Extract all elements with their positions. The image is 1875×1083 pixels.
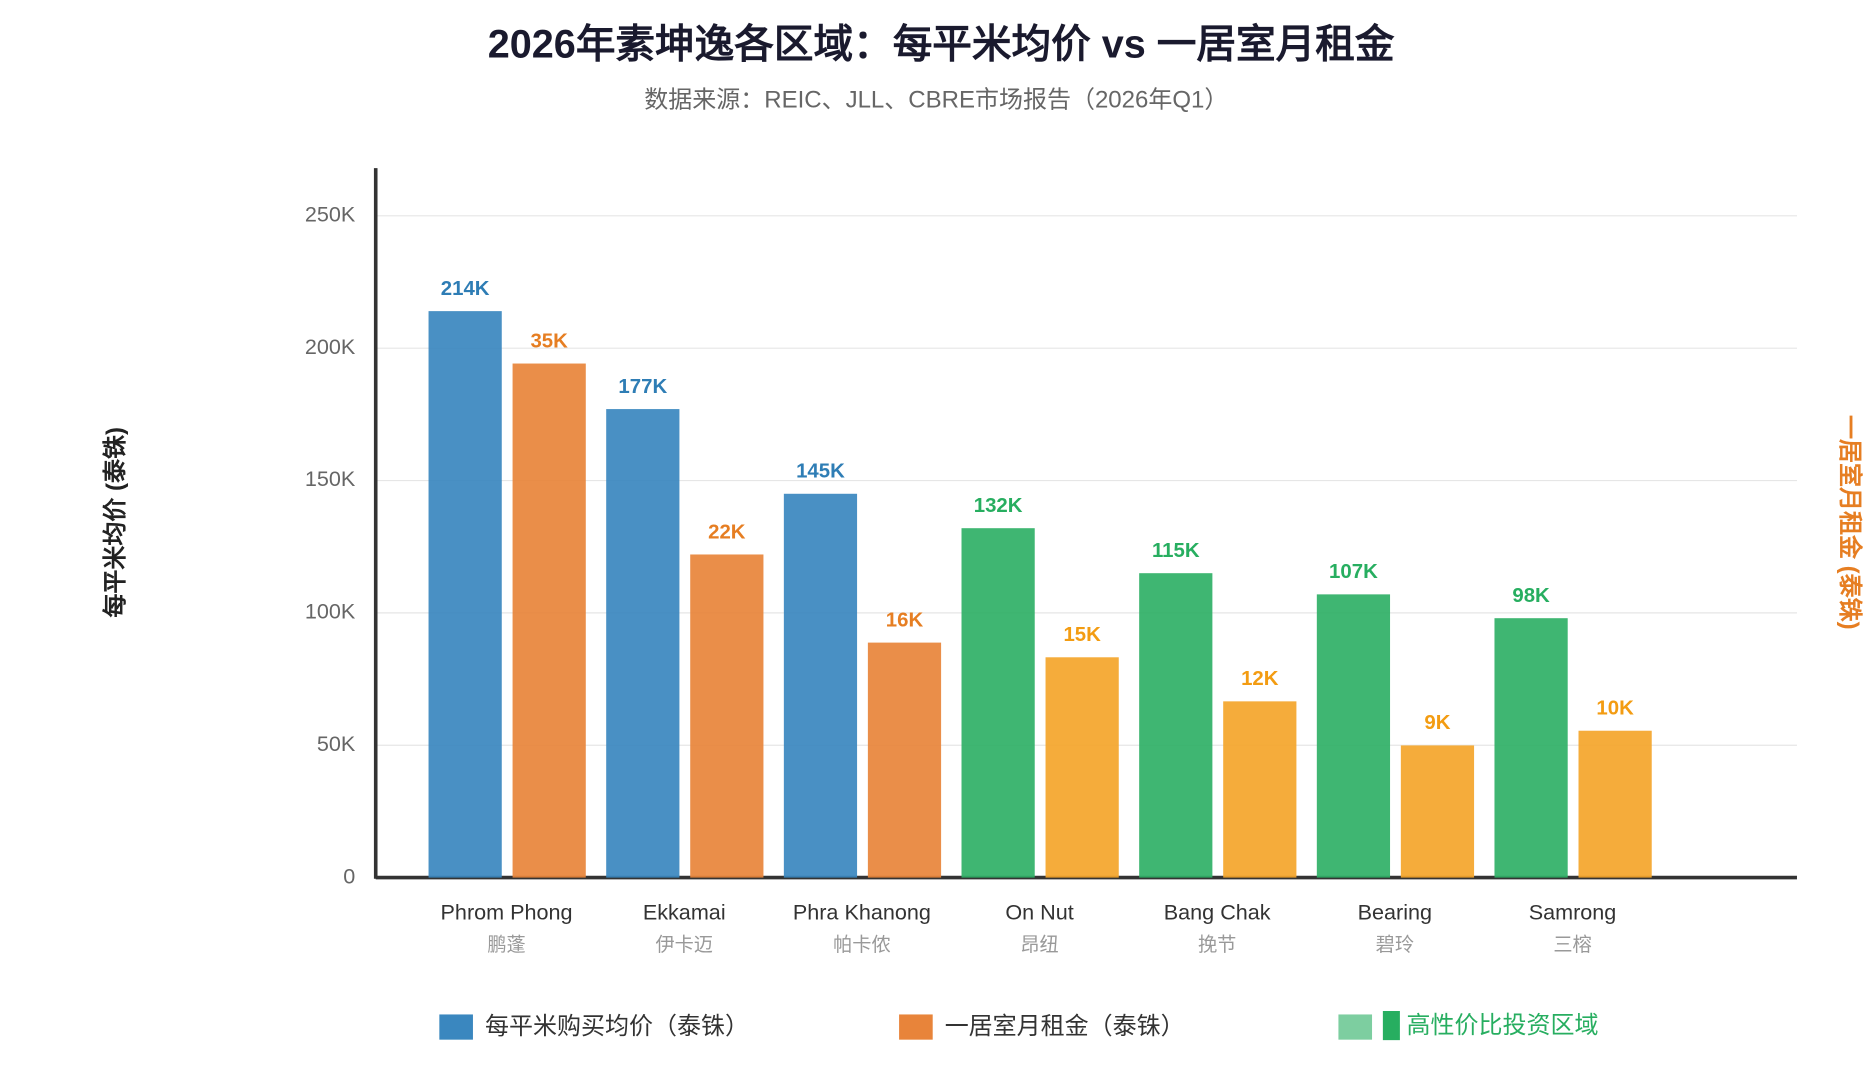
x-tick-sublabel: 伊卡迈 (655, 934, 713, 956)
value-label: 132K (974, 495, 1023, 517)
x-tick-sublabel: 帕卡侬 (833, 934, 891, 956)
bar (1494, 618, 1568, 878)
legend-label: 每平米购买均价（泰铢） (485, 1013, 749, 1040)
y-tick-label: 200K (305, 334, 356, 359)
bar (961, 528, 1035, 878)
legend-label: █ 高性价比投资区域 (1383, 1011, 1599, 1041)
bar (867, 642, 942, 878)
y-tick-label: 150K (305, 466, 356, 491)
x-tick-sublabel: 三榕 (1553, 934, 1591, 956)
y2-axis-title: 一居室月租金 (泰铢) (1836, 415, 1864, 630)
x-tick-sublabel: 挽节 (1198, 934, 1236, 956)
bar (1578, 730, 1652, 878)
y-tick-label: 50K (317, 731, 356, 756)
y-tick-label: 100K (305, 599, 356, 624)
bar (1045, 657, 1119, 878)
value-label: 145K (796, 461, 845, 483)
value-label: 214K (441, 278, 490, 300)
y-axis-title: 每平米均价 (泰铢) (101, 427, 129, 618)
bar (1139, 573, 1213, 878)
value-label: 10K (1596, 698, 1634, 720)
chart-subtitle: 数据来源：REIC、JLL、CBRE市场报告（2026年Q1） (644, 86, 1228, 113)
x-tick-sublabel: 鹏蓬 (487, 934, 525, 956)
value-label: 22K (708, 521, 746, 543)
value-label: 16K (886, 609, 924, 631)
bar (512, 363, 586, 878)
value-label: 9K (1424, 712, 1450, 734)
legend-label: 一居室月租金（泰铢） (945, 1013, 1185, 1040)
x-tick-sublabel: 碧玲 (1376, 934, 1414, 956)
bar (606, 409, 680, 878)
x-tick-label: Bearing (1358, 899, 1432, 924)
value-label: 115K (1152, 540, 1200, 562)
y-tick-label: 0 (343, 863, 355, 888)
x-tick-label: On Nut (1005, 899, 1073, 924)
bar (1223, 701, 1297, 878)
value-label: 12K (1241, 668, 1279, 690)
legend-swatch (1338, 1014, 1373, 1040)
bar (1316, 594, 1391, 878)
x-tick-label: Bang Chak (1164, 899, 1271, 924)
bar (428, 311, 502, 878)
value-label: 35K (530, 330, 568, 352)
chart-title: 2026年素坤逸各区域：每平米均价 vs 一居室月租金 (488, 21, 1395, 66)
x-tick-label: Phra Khanong (793, 899, 931, 924)
legend-swatch (439, 1014, 473, 1040)
bar (783, 493, 858, 878)
legend-swatch (899, 1014, 933, 1040)
value-label: 177K (618, 376, 667, 398)
value-label: 107K (1329, 561, 1378, 583)
bar (690, 554, 764, 878)
bar (1400, 745, 1475, 878)
x-tick-label: Samrong (1529, 899, 1617, 924)
x-tick-label: Phrom Phong (441, 899, 573, 924)
y-tick-label: 250K (305, 202, 356, 227)
x-tick-sublabel: 昂纽 (1020, 934, 1058, 956)
value-label: 15K (1063, 624, 1101, 646)
value-label: 98K (1512, 585, 1550, 607)
x-tick-label: Ekkamai (643, 899, 726, 924)
